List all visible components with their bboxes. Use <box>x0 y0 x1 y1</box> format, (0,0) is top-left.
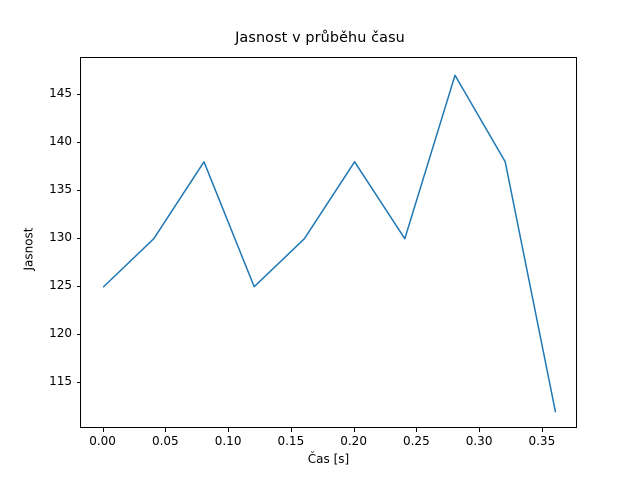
y-tick-label: 125 <box>49 277 72 292</box>
x-tick-mark <box>165 428 167 432</box>
x-tick-label: 0.20 <box>340 434 367 448</box>
x-tick-label: 0.00 <box>89 434 116 448</box>
y-tick-mark <box>76 141 80 143</box>
y-tick-label: 115 <box>49 373 72 388</box>
x-tick-mark <box>228 428 230 432</box>
x-tick-label: 0.35 <box>528 434 556 448</box>
x-tick-label: 0.15 <box>277 434 305 448</box>
x-axis-label: Čas [s] <box>307 452 350 466</box>
y-tick-label: 130 <box>49 229 72 244</box>
x-tick-mark <box>290 428 292 432</box>
x-tick-label: 0.10 <box>214 434 242 448</box>
x-tick-mark <box>416 428 418 432</box>
y-tick-mark <box>76 189 80 191</box>
data-line-jasnost <box>102 74 557 413</box>
x-tick-label: 0.25 <box>402 434 430 448</box>
chart-title: Jasnost v průběhu času <box>235 30 405 46</box>
y-tick-label: 145 <box>49 85 72 100</box>
y-tick-mark <box>76 333 80 335</box>
y-tick-mark <box>76 285 80 287</box>
y-tick-mark <box>76 237 80 239</box>
x-tick-label: 0.30 <box>465 434 493 448</box>
y-tick-label: 135 <box>49 181 72 196</box>
y-tick-mark <box>76 93 80 95</box>
x-tick-mark <box>479 428 481 432</box>
x-tick-mark <box>102 428 104 432</box>
x-tick-label: 0.05 <box>151 434 179 448</box>
y-axis-label: Jasnost <box>21 227 36 271</box>
plot-area <box>80 57 577 428</box>
y-tick-mark <box>76 381 80 383</box>
y-tick-label: 120 <box>49 325 72 340</box>
line-series-svg <box>102 74 557 413</box>
y-tick-label: 140 <box>49 133 72 148</box>
x-tick-mark <box>353 428 355 432</box>
x-tick-mark <box>541 428 543 432</box>
